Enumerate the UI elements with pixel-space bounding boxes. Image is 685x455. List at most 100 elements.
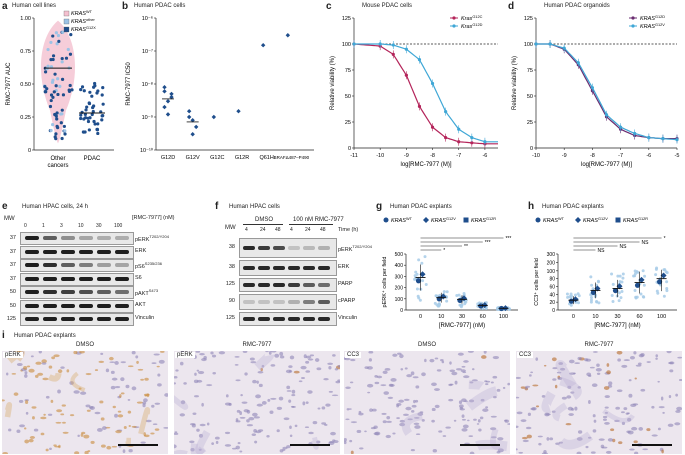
data-point xyxy=(211,114,217,120)
cell-nucleus xyxy=(123,426,127,430)
blot-band xyxy=(61,303,75,308)
sample-mean-g12v xyxy=(616,283,623,290)
tissue-structure xyxy=(174,395,189,410)
stain-label: CC3 xyxy=(517,352,534,358)
cell-nucleus xyxy=(431,407,436,412)
cell-nucleus xyxy=(414,425,421,429)
cell-nucleus xyxy=(449,383,454,386)
data-point xyxy=(54,31,58,35)
cell-nucleus xyxy=(154,428,160,431)
cell-nucleus xyxy=(34,374,39,378)
cell-nucleus xyxy=(119,394,122,398)
data-point xyxy=(568,295,572,299)
tissue-structure xyxy=(401,411,423,436)
cell-nucleus xyxy=(128,424,131,427)
cell-nucleus xyxy=(382,420,387,424)
cell-nucleus xyxy=(518,451,524,454)
time-label: 48 xyxy=(320,227,326,233)
blot-band xyxy=(79,290,93,294)
cell-nucleus xyxy=(403,413,409,417)
data-point xyxy=(60,136,64,141)
blot-band xyxy=(243,266,255,270)
data-point xyxy=(56,126,60,130)
cell-nucleus xyxy=(419,411,424,414)
cell-nucleus xyxy=(211,442,215,445)
data-point xyxy=(633,289,637,293)
cell-nucleus xyxy=(79,351,85,354)
data-point xyxy=(444,136,448,140)
cell-nucleus xyxy=(591,383,598,388)
cell-nucleus xyxy=(538,442,542,446)
cell-nucleus xyxy=(294,424,298,428)
blot-band xyxy=(97,303,111,308)
blot-band xyxy=(61,317,75,321)
data-point xyxy=(643,274,647,278)
mw-label: 125 xyxy=(225,315,235,321)
cell-nucleus xyxy=(224,444,232,447)
cell-nucleus xyxy=(224,431,231,435)
cell-nucleus xyxy=(606,370,611,375)
significance-label: *** xyxy=(485,240,491,246)
legend-marker xyxy=(452,24,456,28)
cell-nucleus xyxy=(289,434,293,438)
cell-nucleus xyxy=(421,418,425,422)
cell-nucleus xyxy=(626,412,630,415)
legend-marker xyxy=(631,24,635,28)
cell-nucleus xyxy=(464,400,468,403)
data-point xyxy=(91,109,95,114)
blot-band xyxy=(79,317,93,321)
panel-f-western-blot: f Human HPAC cells MW DMSO 100 nM RMC-79… xyxy=(215,200,375,330)
data-point xyxy=(79,116,83,121)
data-point xyxy=(193,124,199,130)
cell-nucleus xyxy=(41,362,47,365)
blot-band xyxy=(318,283,330,287)
y-tick-label: 10⁻¹⁰ xyxy=(140,147,154,154)
cell-nucleus xyxy=(112,405,116,409)
panel-title: Human PDAC explants xyxy=(14,333,76,339)
cell-nucleus xyxy=(413,422,420,425)
blot-band xyxy=(61,263,75,267)
time-label: 4 xyxy=(245,227,248,233)
cell-nucleus xyxy=(288,399,292,403)
cell-nucleus xyxy=(477,419,481,423)
cell-nucleus xyxy=(490,381,494,384)
cell-nucleus xyxy=(252,379,257,384)
cell-nucleus xyxy=(421,372,426,377)
cell-nucleus xyxy=(467,419,470,422)
cell-nucleus xyxy=(549,437,554,441)
tissue-structure xyxy=(70,371,86,393)
cell-nucleus xyxy=(386,420,392,423)
cell-nucleus xyxy=(60,366,65,369)
cell-nucleus xyxy=(587,436,592,439)
cell-nucleus xyxy=(37,372,44,376)
cell-nucleus xyxy=(251,433,257,436)
cell-nucleus xyxy=(631,426,638,431)
cell-nucleus xyxy=(410,371,415,376)
data-point xyxy=(573,293,577,297)
data-point xyxy=(596,279,600,283)
panel-title: Human PDAC cells xyxy=(134,3,186,9)
x-tick-label: -11 xyxy=(350,153,358,159)
cell-nucleus xyxy=(621,421,626,426)
tissue-texture xyxy=(344,351,510,454)
cell-nucleus xyxy=(298,380,303,383)
cell-nucleus xyxy=(303,354,307,359)
cell-nucleus xyxy=(240,393,243,397)
cell-nucleus xyxy=(307,390,313,394)
data-point xyxy=(534,42,538,46)
cell-nucleus xyxy=(371,408,377,412)
data-point xyxy=(81,130,85,134)
cell-nucleus xyxy=(50,399,54,403)
data-point xyxy=(457,293,461,297)
cell-nucleus xyxy=(235,379,241,382)
cell-nucleus xyxy=(6,372,9,376)
cell-nucleus xyxy=(496,451,501,454)
cell-nucleus xyxy=(261,401,267,405)
cell-nucleus xyxy=(157,383,162,387)
data-point xyxy=(617,299,621,303)
cell-nucleus xyxy=(399,422,406,427)
x-tick-label: G12D xyxy=(161,155,175,161)
data-point xyxy=(610,294,614,298)
panel-title: Human HPAC cells xyxy=(229,204,280,210)
